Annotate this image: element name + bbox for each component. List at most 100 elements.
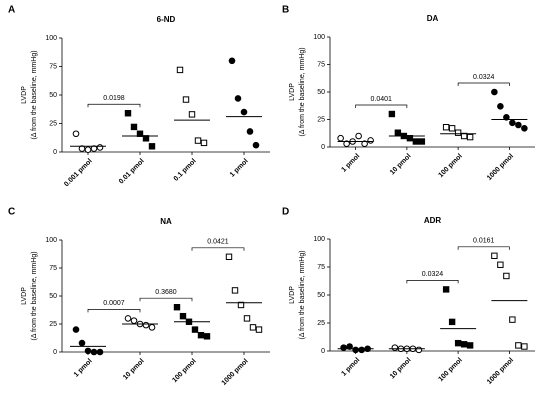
y-tick-label: 75	[317, 264, 325, 271]
y-tick-label: 0	[321, 144, 325, 151]
data-point	[72, 326, 80, 333]
significance-bracket	[139, 297, 193, 302]
panel-title: NA	[160, 217, 172, 226]
data-point	[448, 125, 456, 132]
data-point	[78, 145, 86, 152]
data-point	[249, 324, 257, 331]
x-tick-label: 1000 pmol	[221, 358, 250, 387]
data-point	[418, 138, 426, 145]
data-point	[448, 318, 456, 326]
data-point	[346, 343, 353, 350]
data-point	[179, 312, 187, 320]
significance-bracket	[406, 280, 459, 284]
data-point	[391, 344, 399, 351]
data-point	[491, 88, 498, 96]
panel-letter: B	[282, 5, 289, 16]
data-point	[454, 339, 462, 347]
y-tick-label: 100	[313, 236, 325, 243]
data-point	[191, 326, 199, 333]
y-tick-label: 50	[317, 292, 325, 299]
data-point	[130, 123, 138, 131]
data-point	[521, 125, 528, 132]
y-tick-label: 75	[49, 63, 57, 70]
data-point	[497, 261, 504, 268]
y-tick-label: 100	[313, 34, 325, 41]
data-point	[124, 315, 132, 322]
data-point	[124, 110, 132, 117]
data-point	[515, 121, 522, 129]
y-tick-label: 100	[45, 35, 57, 42]
data-point	[197, 332, 205, 339]
y-tick-label: 25	[317, 320, 325, 327]
y-tick-label: 0	[53, 349, 57, 356]
p-value: 0.0007	[103, 300, 125, 307]
data-point	[96, 144, 104, 151]
data-point	[255, 326, 263, 333]
data-point	[394, 129, 402, 136]
data-point	[252, 141, 260, 149]
data-point	[78, 339, 86, 347]
data-point	[234, 95, 242, 102]
data-point	[96, 348, 104, 356]
data-point	[340, 344, 347, 351]
data-point	[415, 346, 423, 354]
x-tick-label: 1000 pmol	[486, 153, 515, 182]
p-value: 0.0161	[473, 238, 495, 245]
data-point	[90, 145, 98, 152]
y-axis-label: LVDP	[21, 86, 28, 104]
p-value: 0.3680	[155, 289, 177, 296]
data-point	[412, 138, 420, 145]
data-point	[367, 137, 374, 144]
x-tick-label: 0.1 pmol	[173, 158, 198, 183]
data-point	[460, 341, 468, 348]
y-tick-label: 50	[49, 92, 57, 99]
data-point	[466, 133, 474, 141]
data-point	[352, 346, 359, 354]
data-point	[182, 96, 190, 103]
x-tick-label: 1 pmol	[73, 358, 94, 379]
data-point	[90, 348, 98, 356]
data-point	[491, 252, 498, 260]
data-point	[194, 137, 202, 144]
data-point	[203, 333, 211, 340]
x-tick-label: 100 pmol	[437, 153, 463, 179]
panel-letter: D	[282, 207, 289, 218]
panel-title: ADR	[424, 216, 442, 225]
data-point	[148, 324, 156, 331]
data-point	[361, 140, 368, 147]
data-point	[72, 130, 80, 138]
y-tick-label: 25	[49, 321, 57, 328]
x-tick-label: 100 pmol	[171, 358, 197, 384]
data-point	[84, 347, 92, 355]
data-point	[142, 321, 150, 329]
significance-bracket	[457, 82, 510, 86]
panel-letter: A	[8, 5, 15, 16]
y-axis-label: LVDP	[289, 286, 296, 304]
y-tick-label: 50	[317, 89, 325, 96]
data-point	[442, 286, 450, 293]
data-point	[337, 134, 344, 142]
x-tick-label: 0.001 pmol	[63, 158, 94, 189]
significance-bracket	[191, 247, 245, 251]
y-axis-label: LVDP	[21, 287, 28, 305]
y-axis-label: (Δ from the baseline, mmHg)	[31, 50, 38, 139]
data-point	[246, 128, 254, 135]
data-point	[503, 114, 510, 121]
data-point	[442, 124, 450, 131]
data-point	[200, 139, 208, 147]
data-point	[188, 111, 196, 118]
data-point	[454, 129, 462, 136]
data-point	[466, 342, 474, 349]
data-point	[355, 132, 362, 140]
data-point	[503, 272, 510, 280]
y-axis-label: (Δ from the baseline, mmHg)	[299, 250, 306, 339]
data-point	[243, 315, 251, 322]
data-point	[130, 317, 138, 324]
x-tick-label: 1000 pmol	[486, 357, 515, 386]
x-tick-label: 10 pmol	[389, 153, 413, 177]
x-tick-label: 100 pmol	[437, 357, 463, 383]
y-tick-label: 75	[49, 265, 57, 272]
significance-bracket	[457, 246, 510, 250]
p-value: 0.0324	[422, 271, 444, 278]
p-value: 0.0421	[207, 239, 229, 246]
